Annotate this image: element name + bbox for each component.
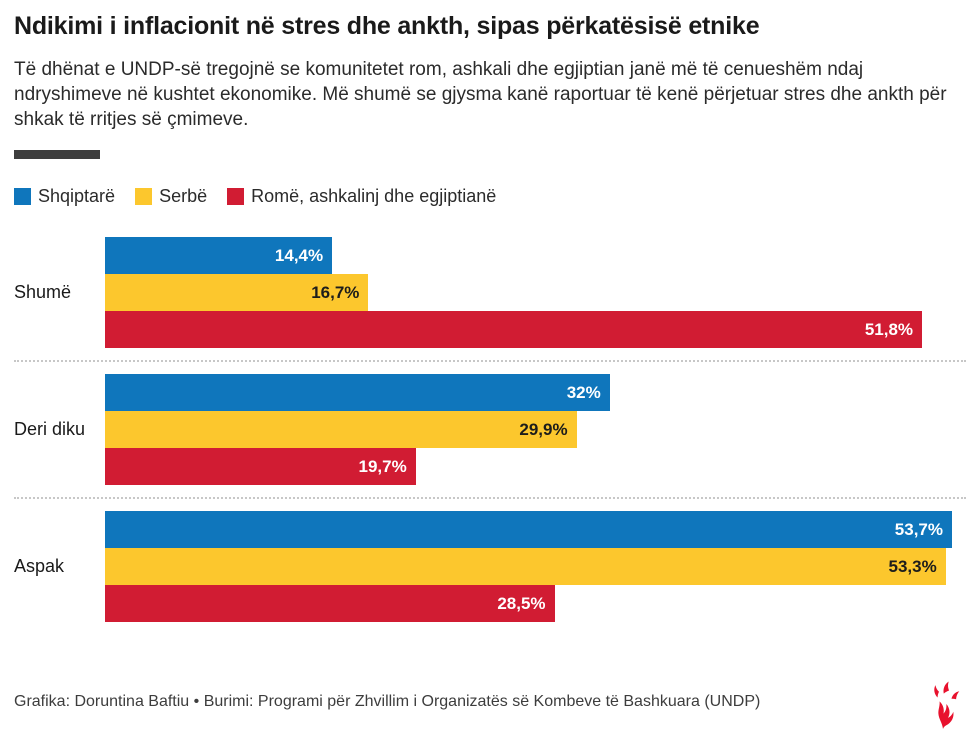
- bar-chart: Shumë 14,4% 16,7% 51,8% Deri diku 32% 29,9% 19,…: [14, 237, 966, 622]
- credit-line: Grafika: Doruntina Baftiu • Burimi: Prog…: [14, 693, 761, 710]
- legend-label: Shqiptarë: [38, 186, 116, 206]
- legend-label: Romë, ashkalinj dhe egjiptianë: [251, 186, 497, 206]
- bar-group: Shumë 14,4% 16,7% 51,8%: [14, 237, 966, 348]
- rferl-torch-icon: [924, 671, 962, 729]
- bar-value-label: 51,8%: [864, 319, 914, 339]
- group-divider: [14, 497, 966, 499]
- category-label: Shumë: [14, 282, 72, 302]
- bar-value-label: 32%: [566, 382, 601, 402]
- bar-stack: 53,7% 53,3% 28,5%: [105, 511, 952, 622]
- legend-swatch: [14, 188, 31, 205]
- bar-group: Aspak 53,7% 53,3% 28,5%: [14, 511, 966, 622]
- category-label: Aspak: [14, 556, 65, 576]
- bar-value-label: 53,3%: [888, 556, 937, 576]
- legend-swatch: [227, 188, 245, 205]
- legend-item: Shqiptarë: [14, 186, 115, 207]
- bar: 32%: [105, 374, 610, 411]
- bar: 53,3%: [105, 548, 946, 585]
- bar: 19,7%: [105, 448, 416, 485]
- chart-title: Ndikimi i inflacionit në stres dhe ankth…: [14, 12, 760, 40]
- accent-bar: [14, 150, 100, 159]
- bar-value-label: 29,9%: [519, 419, 568, 439]
- legend-item: Romë, ashkalinj dhe egjiptianë: [227, 186, 496, 207]
- legend-item: Serbë: [135, 186, 207, 207]
- bar-value-label: 14,4%: [274, 245, 324, 265]
- bar-group: Deri diku 32% 29,9% 19,7%: [14, 374, 966, 485]
- group-divider: [14, 360, 966, 362]
- bar: 51,8%: [105, 311, 923, 348]
- bar-value-label: 16,7%: [311, 282, 360, 302]
- bar-stack: 32% 29,9% 19,7%: [105, 374, 952, 485]
- torch-flame-graphic: [934, 681, 960, 729]
- chart-subtitle: Të dhënat e UNDP-së tregojnë se komunite…: [14, 59, 947, 130]
- category-label: Deri diku: [14, 419, 86, 439]
- legend-label: Serbë: [159, 186, 208, 206]
- bar: 14,4%: [105, 237, 333, 274]
- bar: 28,5%: [105, 585, 555, 622]
- bar-value-label: 19,7%: [358, 456, 407, 476]
- legend-swatch: [135, 188, 153, 205]
- bar: 16,7%: [105, 274, 369, 311]
- bar-value-label: 53,7%: [894, 519, 943, 539]
- bar: 29,9%: [105, 411, 577, 448]
- legend: Shqiptarë Serbë Romë, ashkalinj dhe egjipt…: [14, 186, 966, 207]
- bar: 53,7%: [105, 511, 952, 548]
- bar-stack: 14,4% 16,7% 51,8%: [105, 237, 952, 348]
- bar-value-label: 28,5%: [497, 593, 546, 613]
